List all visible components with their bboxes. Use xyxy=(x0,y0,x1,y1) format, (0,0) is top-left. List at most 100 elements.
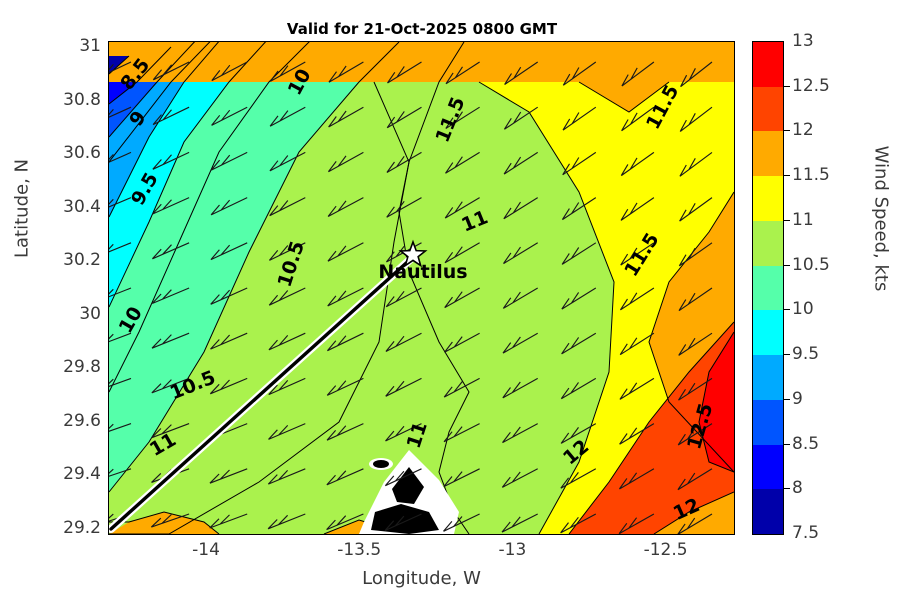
wind-barb xyxy=(109,242,132,253)
wind-barb xyxy=(109,287,132,298)
colorbar-tick-mark xyxy=(784,85,790,87)
y-tick-label: 29.4 xyxy=(63,464,101,485)
wind-barb xyxy=(502,287,538,309)
y-tick-label: 30 xyxy=(79,303,101,324)
wind-barb xyxy=(562,61,597,86)
wind-barb xyxy=(503,106,539,130)
wind-barb xyxy=(560,377,597,400)
colorbar-tick-label: 8.5 xyxy=(792,433,820,454)
wind-barb xyxy=(445,106,480,129)
colorbar[interactable] xyxy=(752,41,784,535)
wind-barb xyxy=(562,106,597,131)
colorbar-tick-label: 8 xyxy=(792,478,803,499)
wind-barb xyxy=(269,61,306,82)
colorbar-tick-label: 12.5 xyxy=(792,75,830,96)
colorbar-tick-label: 12 xyxy=(792,120,814,141)
colorbar-segment xyxy=(753,355,783,400)
colorbar-tick-mark xyxy=(784,354,790,356)
colorbar-segment xyxy=(753,86,783,132)
wind-barb xyxy=(502,423,538,444)
colorbar-segment xyxy=(753,131,783,177)
wind-barb xyxy=(560,513,597,534)
y-tick-label: 29.8 xyxy=(63,357,101,378)
wind-barb xyxy=(327,151,364,173)
wind-barb xyxy=(679,197,713,222)
wind-barb xyxy=(328,106,364,128)
wind-barb xyxy=(678,377,713,401)
wind-barb xyxy=(503,242,538,265)
wind-barb xyxy=(210,242,248,261)
wind-barb xyxy=(561,332,597,355)
colorbar-segment xyxy=(753,489,783,534)
wind-barb xyxy=(267,468,306,485)
x-tick-label: -12.5 xyxy=(643,540,688,560)
colorbar-tick-mark xyxy=(784,219,790,221)
wind-barb xyxy=(503,197,539,220)
wind-barb xyxy=(444,287,480,309)
wind-barb xyxy=(209,513,248,529)
wind-barb xyxy=(502,332,538,354)
wind-barb xyxy=(561,197,597,221)
wind-barb xyxy=(152,151,190,170)
wind-barb xyxy=(109,332,132,343)
wind-barb xyxy=(385,423,422,442)
wind-barb xyxy=(151,242,190,260)
colorbar-tick-label: 11.5 xyxy=(792,165,830,186)
wind-barb xyxy=(326,468,364,486)
wind-barb xyxy=(619,332,655,356)
y-tick-label: 30.4 xyxy=(63,196,101,217)
wind-barb xyxy=(328,61,364,83)
wind-barb xyxy=(109,151,132,163)
wind-barb xyxy=(151,332,190,349)
y-tick-label: 29.2 xyxy=(63,517,101,538)
colorbar-tick-label: 7.5 xyxy=(792,523,820,543)
wind-barb xyxy=(680,61,713,88)
contour-plot-area[interactable]: 8.5 9 9.5 10 10 10.5 10.5 11 11 11 11.5 11.5 11.5 12 1… xyxy=(108,41,735,535)
wind-barb xyxy=(326,513,364,531)
wind-barb xyxy=(620,151,655,177)
wind-barb xyxy=(678,242,713,267)
wind-barb xyxy=(501,513,538,533)
wind-barb xyxy=(152,106,190,126)
colorbar-segment xyxy=(753,220,783,266)
wind-barb xyxy=(445,61,480,85)
ship-marker-group: Nautilus xyxy=(378,239,468,283)
colorbar-tick-labels: 13 12.5 12 11.5 11 10.5 10 9.5 9 8.5 8 7.5 xyxy=(784,31,844,543)
wind-barb xyxy=(109,423,132,432)
wind-barb xyxy=(152,61,190,81)
wind-barb xyxy=(444,197,480,219)
wind-barb xyxy=(679,106,713,132)
wind-barb xyxy=(151,287,190,305)
wind-barb xyxy=(385,377,422,397)
wind-barb xyxy=(151,377,190,394)
wind-barb xyxy=(109,61,132,73)
wind-barb xyxy=(444,332,480,353)
colorbar-segment xyxy=(753,42,783,87)
colorbar-tick-label: 10.5 xyxy=(792,254,830,275)
wind-barb xyxy=(327,242,364,262)
wind-barb xyxy=(326,332,364,352)
wind-barb xyxy=(268,377,306,396)
x-tick-label: -13 xyxy=(498,540,527,560)
wind-barb xyxy=(619,377,655,400)
wind-barb xyxy=(385,287,422,308)
wind-barb xyxy=(327,287,364,307)
wind-barb xyxy=(504,61,539,85)
wind-barb xyxy=(210,287,248,305)
y-tick-label: 29.6 xyxy=(63,410,101,431)
wind-barb xyxy=(677,468,713,491)
colorbar-tick-mark xyxy=(784,443,790,445)
colorbar-tick-label: 9 xyxy=(792,388,803,409)
colorbar-tick-label: 9.5 xyxy=(792,344,820,365)
wind-barb xyxy=(386,151,422,173)
x-axis-title: Longitude, W xyxy=(362,568,481,589)
colorbar-segment xyxy=(753,176,783,221)
wind-barb xyxy=(445,151,480,174)
wind-barb xyxy=(150,513,190,528)
wind-barb xyxy=(386,197,422,218)
wind-barb xyxy=(443,513,480,532)
star-icon xyxy=(398,239,428,268)
wind-barb-layer xyxy=(109,61,713,534)
y-tick-label: 30.2 xyxy=(63,250,101,271)
